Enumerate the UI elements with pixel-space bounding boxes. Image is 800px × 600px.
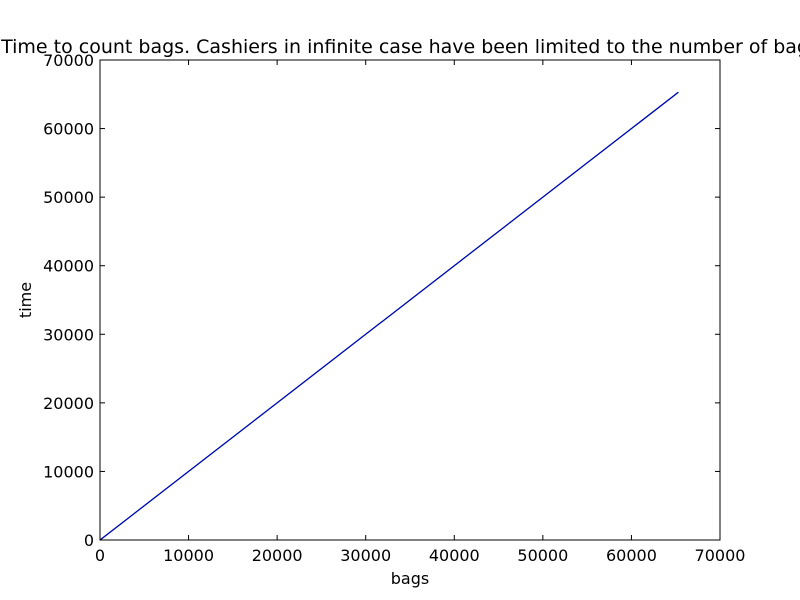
y-tick-label: 20000	[43, 394, 94, 413]
y-axis-label: time	[16, 282, 35, 318]
y-tick-label: 70000	[43, 51, 94, 70]
y-tick-label: 10000	[43, 462, 94, 481]
x-tick-label: 0	[95, 546, 105, 565]
plot-frame	[99, 59, 721, 541]
plot-area	[99, 59, 721, 541]
x-tick-label: 40000	[429, 546, 480, 565]
y-tick-label: 0	[84, 531, 94, 550]
x-tick-label: 50000	[517, 546, 568, 565]
series-layer	[99, 91, 679, 541]
y-tick-label: 60000	[43, 120, 94, 139]
y-tick-label: 30000	[43, 325, 94, 344]
x-tick-label: 60000	[606, 546, 657, 565]
series-line-2	[99, 91, 679, 541]
x-axis: 0 10000 20000 30000 40000 50000 60000 70000	[95, 60, 746, 565]
x-axis-label: bags	[391, 569, 429, 588]
chart-title: Time to count bags. Cashiers in infinite…	[0, 36, 800, 58]
x-tick-label: 70000	[695, 546, 746, 565]
y-tick-label: 50000	[43, 188, 94, 207]
y-axis: 0 10000 20000 30000 40000 50000 60000 70000	[43, 51, 720, 550]
x-tick-label: 20000	[252, 546, 303, 565]
x-tick-label: 30000	[340, 546, 391, 565]
x-tick-label: 10000	[163, 546, 214, 565]
y-tick-label: 40000	[43, 257, 94, 276]
